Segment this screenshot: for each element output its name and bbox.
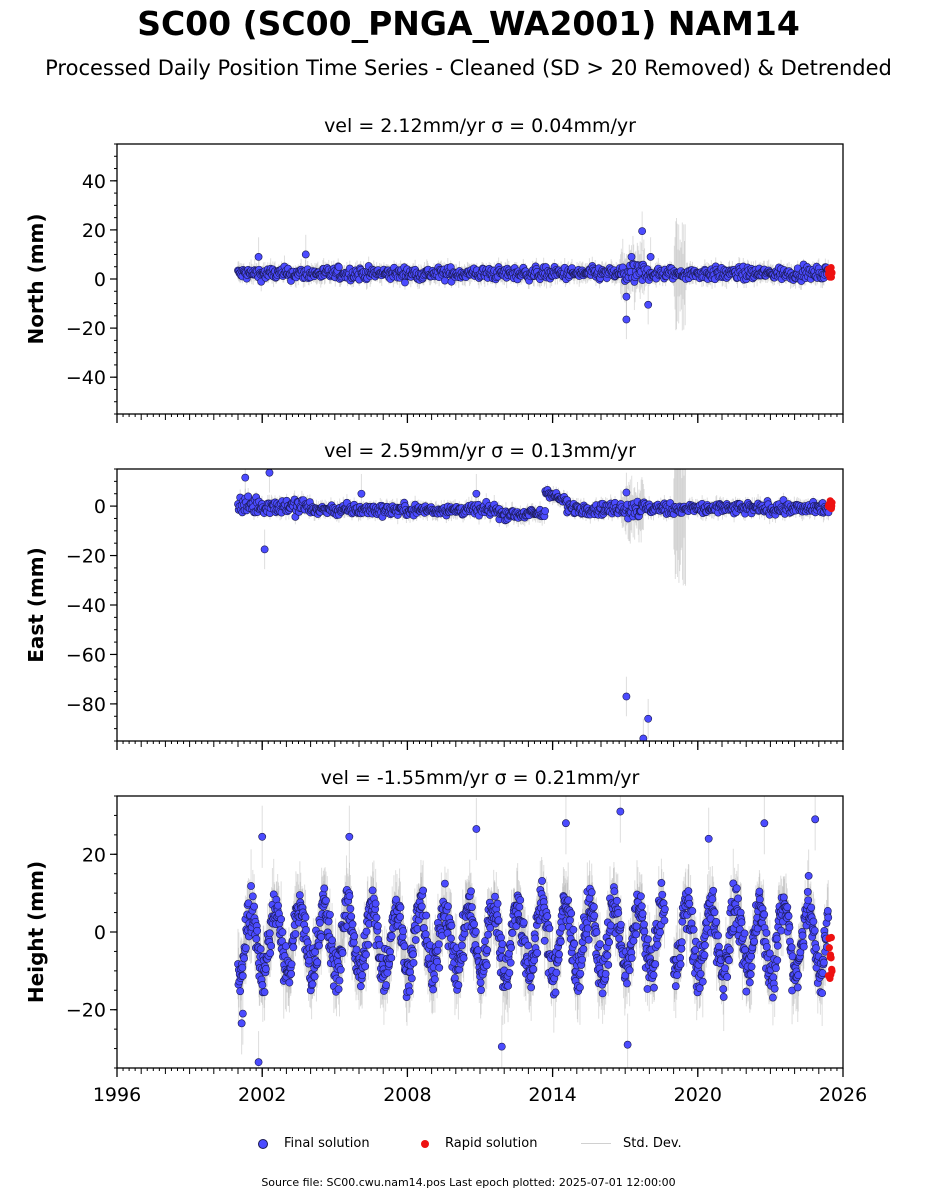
y-tick-label: 0	[94, 496, 106, 518]
y-tick-label: 40	[82, 171, 106, 193]
final-solution-points	[234, 227, 833, 324]
y-tick-label: 20	[82, 220, 106, 242]
y-tick-label: −80	[66, 694, 106, 716]
final-point	[241, 473, 250, 482]
figure-subtitle: Processed Daily Position Time Series - C…	[45, 56, 892, 80]
final-point	[265, 469, 274, 477]
y-tick-label: −40	[66, 595, 106, 617]
y-tick-label: −40	[66, 367, 106, 389]
final-point	[644, 714, 653, 723]
std-dev-bars	[237, 469, 829, 741]
final-point	[541, 507, 549, 515]
rapid-solution-points	[824, 263, 836, 281]
y-axis-label: North (mm)	[24, 213, 48, 344]
final-point	[638, 227, 647, 236]
figure-title: SC00 (SC00_PNGA_WA2001) NAM14	[137, 4, 800, 43]
y-tick-label: −60	[66, 644, 106, 666]
final-point	[622, 692, 631, 701]
final-point	[622, 315, 631, 324]
final-point	[260, 545, 269, 554]
final-point	[254, 253, 263, 261]
final-point	[622, 488, 631, 497]
final-point	[646, 253, 655, 261]
final-point	[335, 263, 343, 271]
rapid-point	[828, 269, 836, 277]
y-tick-label: −20	[66, 318, 106, 340]
rapid-point	[828, 499, 836, 507]
final-point	[244, 492, 253, 501]
panel-title: vel = 2.12mm/yr σ = 0.04mm/yr	[324, 115, 636, 137]
final-solution-points	[234, 469, 833, 741]
final-point	[622, 292, 631, 301]
y-tick-label: 0	[94, 269, 106, 291]
final-point	[644, 300, 653, 309]
east-panel: vel = 2.59mm/yr σ = 0.13mm/yr East (mm) −8…	[24, 440, 844, 750]
y-tick-label: −20	[66, 546, 106, 568]
y-axis-label: East (mm)	[24, 547, 48, 663]
rapid-solution-points	[824, 497, 836, 513]
panel-title: vel = 2.59mm/yr σ = 0.13mm/yr	[324, 440, 636, 462]
final-point	[472, 489, 481, 498]
final-point	[357, 489, 366, 498]
final-point	[301, 250, 310, 259]
final-point	[627, 253, 636, 261]
final-point	[639, 734, 648, 741]
